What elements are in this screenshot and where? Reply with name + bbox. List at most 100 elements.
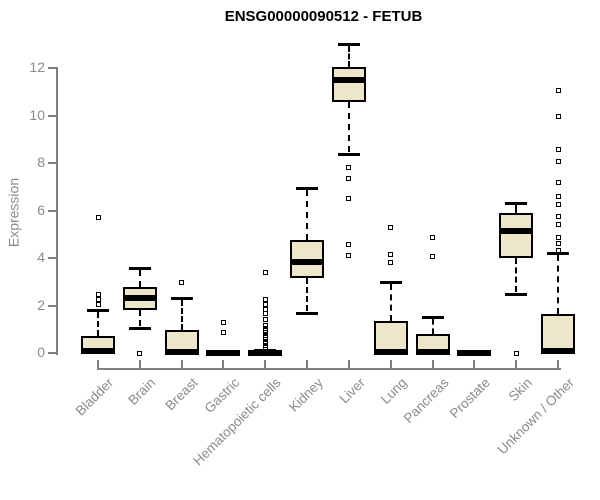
y-tick-label: 12 xyxy=(29,59,45,75)
upper-whisker-cap-breast xyxy=(170,297,193,301)
outlier-unknown-other xyxy=(555,235,561,241)
x-axis-tick xyxy=(306,360,309,369)
outlier-bladder xyxy=(95,215,101,221)
y-tick-label: 2 xyxy=(37,296,45,313)
x-axis-tick xyxy=(264,360,267,369)
box-liver xyxy=(331,66,366,103)
x-tick-label-unknown-other: Unknown / Other xyxy=(494,375,577,458)
y-axis-line xyxy=(56,67,58,355)
outlier-hematopoietic-cells xyxy=(262,269,268,275)
outlier-unknown-other xyxy=(555,179,561,185)
lower-whisker-cap-kidney xyxy=(296,311,319,315)
outlier-skin xyxy=(513,350,519,356)
median-skin xyxy=(499,227,534,234)
y-axis-tick xyxy=(48,114,57,117)
y-axis-tick xyxy=(48,209,57,212)
x-axis-tick xyxy=(515,360,518,369)
box-skin xyxy=(499,212,534,258)
lower-whisker-cap-skin xyxy=(505,292,528,296)
y-tick-label: 6 xyxy=(37,201,45,218)
median-gastric xyxy=(206,349,241,356)
lower-whisker-cap-brain xyxy=(128,327,151,331)
x-axis-tick xyxy=(97,360,99,369)
lower-whisker-kidney xyxy=(306,278,309,311)
median-pancreas xyxy=(415,348,450,355)
upper-whisker-cap-pancreas xyxy=(421,316,444,320)
upper-whisker-liver xyxy=(347,46,350,67)
y-axis-tick xyxy=(48,304,57,307)
y-axis-tick xyxy=(48,352,57,354)
lower-whisker-skin xyxy=(515,258,518,292)
upper-whisker-cap-unknown-other xyxy=(547,252,570,256)
outlier-unknown-other xyxy=(555,248,561,254)
upper-whisker-cap-liver xyxy=(337,43,360,47)
outlier-lung xyxy=(388,260,394,266)
x-tick-label-kidney: Kidney xyxy=(285,375,326,415)
outlier-liver xyxy=(346,242,352,248)
outlier-unknown-other xyxy=(555,114,561,120)
x-tick-label-skin: Skin xyxy=(505,375,535,405)
upper-whisker-cap-lung xyxy=(379,280,402,284)
upper-whisker-kidney xyxy=(306,189,309,241)
x-axis-tick xyxy=(138,360,141,369)
upper-whisker-bladder xyxy=(97,312,99,336)
median-unknown-other xyxy=(541,348,576,355)
outlier-unknown-other xyxy=(555,202,561,208)
outlier-gastric xyxy=(220,330,226,336)
outlier-unknown-other xyxy=(555,147,561,153)
outlier-pancreas xyxy=(430,235,436,241)
upper-whisker-cap-kidney xyxy=(296,186,319,190)
upper-whisker-lung xyxy=(389,283,392,321)
y-axis-tick xyxy=(48,257,57,259)
median-hematopoietic-cells xyxy=(248,349,283,356)
outlier-brain xyxy=(137,350,143,356)
x-tick-label-prostate: Prostate xyxy=(446,375,493,422)
outlier-bladder xyxy=(95,292,101,298)
x-axis-tick xyxy=(347,360,350,369)
median-prostate xyxy=(457,349,492,356)
x-tick-label-gastric: Gastric xyxy=(201,375,243,416)
outlier-hematopoietic-cells xyxy=(262,346,268,352)
upper-whisker-skin xyxy=(515,205,518,213)
outlier-unknown-other xyxy=(555,222,561,228)
x-axis-tick xyxy=(222,360,225,369)
y-axis-tick xyxy=(48,67,57,69)
outlier-hematopoietic-cells xyxy=(262,306,268,312)
outlier-lung xyxy=(388,251,394,257)
x-axis-tick xyxy=(180,360,183,369)
x-tick-label-lung: Lung xyxy=(377,375,410,407)
outlier-hematopoietic-cells xyxy=(262,311,268,317)
outlier-unknown-other xyxy=(555,88,561,94)
x-axis-line xyxy=(97,368,561,370)
upper-whisker-brain xyxy=(138,269,141,287)
upper-whisker-cap-bladder xyxy=(87,309,109,313)
median-kidney xyxy=(290,258,325,265)
y-tick-label: 8 xyxy=(37,154,45,170)
outlier-bladder xyxy=(95,301,101,307)
outlier-bladder xyxy=(95,297,101,303)
upper-whisker-cap-brain xyxy=(128,266,151,270)
lower-whisker-cap-liver xyxy=(337,152,360,156)
outlier-liver xyxy=(346,253,352,259)
x-axis-tick xyxy=(557,360,560,369)
x-tick-label-breast: Breast xyxy=(162,375,201,414)
outlier-breast xyxy=(179,280,185,286)
outlier-lung xyxy=(388,224,394,230)
chart-title: ENSG00000090512 - FETUB xyxy=(224,8,423,25)
median-breast xyxy=(164,348,199,355)
y-axis-tick xyxy=(48,162,57,164)
outlier-liver xyxy=(346,175,352,181)
lower-whisker-brain xyxy=(138,310,141,327)
x-axis-tick xyxy=(473,360,476,369)
outlier-unknown-other xyxy=(555,241,561,247)
x-tick-label-brain: Brain xyxy=(125,375,159,408)
upper-whisker-breast xyxy=(180,300,183,331)
median-bladder xyxy=(81,348,115,355)
x-tick-label-liver: Liver xyxy=(336,375,368,407)
outlier-hematopoietic-cells xyxy=(262,301,268,307)
outlier-unknown-other xyxy=(555,193,561,199)
upper-whisker-pancreas xyxy=(431,319,434,334)
x-tick-label-bladder: Bladder xyxy=(73,375,117,419)
